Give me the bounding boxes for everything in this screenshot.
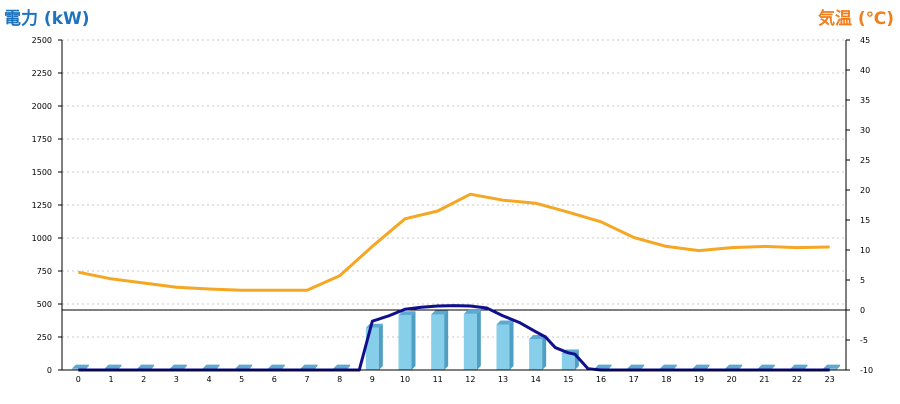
bar-top — [71, 364, 89, 369]
bar-top — [104, 364, 122, 369]
right-tick-label: 35 — [860, 96, 870, 105]
x-tick-label: 1 — [108, 375, 113, 384]
bar — [529, 338, 543, 370]
bar-side — [836, 364, 841, 370]
bar-side — [378, 323, 383, 370]
right-tick-label: 25 — [860, 156, 870, 165]
bar — [431, 314, 445, 370]
bar-top — [823, 364, 841, 369]
axes: 02505007501000125015001750200022502500-1… — [32, 36, 873, 384]
bar-top — [137, 364, 155, 369]
x-tick-label: 12 — [465, 375, 475, 384]
x-tick-label: 23 — [825, 375, 835, 384]
bar-top — [692, 364, 710, 369]
x-tick-label: 16 — [596, 375, 606, 384]
x-tick-label: 13 — [498, 375, 508, 384]
bar-top — [790, 364, 808, 369]
bar-top — [594, 364, 612, 369]
x-tick-label: 9 — [370, 375, 375, 384]
x-tick-label: 7 — [304, 375, 309, 384]
bar-side — [542, 334, 547, 370]
bar-top — [496, 320, 514, 325]
bar-side — [509, 320, 514, 370]
x-tick-label: 11 — [433, 375, 443, 384]
bar — [496, 324, 510, 370]
x-tick-label: 20 — [727, 375, 737, 384]
x-tick-label: 0 — [76, 375, 81, 384]
left-tick-label: 2500 — [32, 36, 52, 45]
x-tick-label: 19 — [694, 375, 704, 384]
left-tick-label: 1500 — [32, 168, 52, 177]
x-tick-label: 17 — [629, 375, 639, 384]
x-tick-label: 3 — [174, 375, 179, 384]
bar-top — [267, 364, 285, 369]
bar-top — [757, 364, 775, 369]
x-tick-label: 18 — [661, 375, 671, 384]
right-tick-label: 10 — [860, 246, 870, 255]
x-tick-label: 6 — [272, 375, 277, 384]
x-tick-label: 2 — [141, 375, 146, 384]
left-tick-label: 500 — [37, 300, 52, 309]
left-tick-label: 250 — [37, 333, 52, 342]
left-tick-label: 2250 — [32, 69, 52, 78]
right-tick-label: 40 — [860, 66, 870, 75]
temperature-line — [78, 192, 830, 292]
right-tick-label: 15 — [860, 216, 870, 225]
left-tick-label: 1000 — [32, 234, 52, 243]
bar-top — [431, 310, 449, 315]
right-tick-label: 30 — [860, 126, 870, 135]
bar-top — [398, 311, 416, 316]
bar-top — [169, 364, 187, 369]
bar-top — [463, 309, 481, 314]
x-tick-label: 4 — [206, 375, 211, 384]
bar — [561, 353, 575, 370]
x-tick-label: 21 — [759, 375, 769, 384]
x-tick-label: 8 — [337, 375, 342, 384]
line-series — [78, 192, 830, 372]
left-tick-label: 2000 — [32, 102, 52, 111]
power-line — [78, 304, 830, 372]
bar-top — [202, 364, 220, 369]
right-tick-label: 5 — [860, 276, 865, 285]
left-tick-label: 1750 — [32, 135, 52, 144]
right-tick-label: -10 — [860, 366, 873, 375]
bar-top — [235, 364, 253, 369]
bar-side — [476, 309, 481, 370]
bar-top — [333, 364, 351, 369]
x-tick-label: 14 — [531, 375, 541, 384]
bar-top — [300, 364, 318, 369]
bar-side — [444, 310, 449, 370]
left-tick-label: 0 — [47, 366, 52, 375]
bar-top — [627, 364, 645, 369]
bar — [398, 315, 412, 370]
x-tick-label: 10 — [400, 375, 410, 384]
right-tick-label: -5 — [860, 336, 868, 345]
bar-series — [71, 309, 841, 370]
x-tick-label: 5 — [239, 375, 244, 384]
right-tick-label: 45 — [860, 36, 870, 45]
right-tick-label: 0 — [860, 306, 865, 315]
left-tick-label: 750 — [37, 267, 52, 276]
right-axis-title: 気温 (℃) — [817, 9, 894, 29]
bar-top — [659, 364, 677, 369]
grid — [62, 39, 846, 338]
bar-side — [411, 311, 416, 370]
x-tick-label: 15 — [563, 375, 573, 384]
bar — [463, 313, 477, 370]
right-tick-label: 20 — [860, 186, 870, 195]
left-tick-label: 1250 — [32, 201, 52, 210]
left-axis-title: 電力 (kW) — [4, 9, 90, 29]
x-tick-label: 22 — [792, 375, 802, 384]
bar-top — [725, 364, 743, 369]
